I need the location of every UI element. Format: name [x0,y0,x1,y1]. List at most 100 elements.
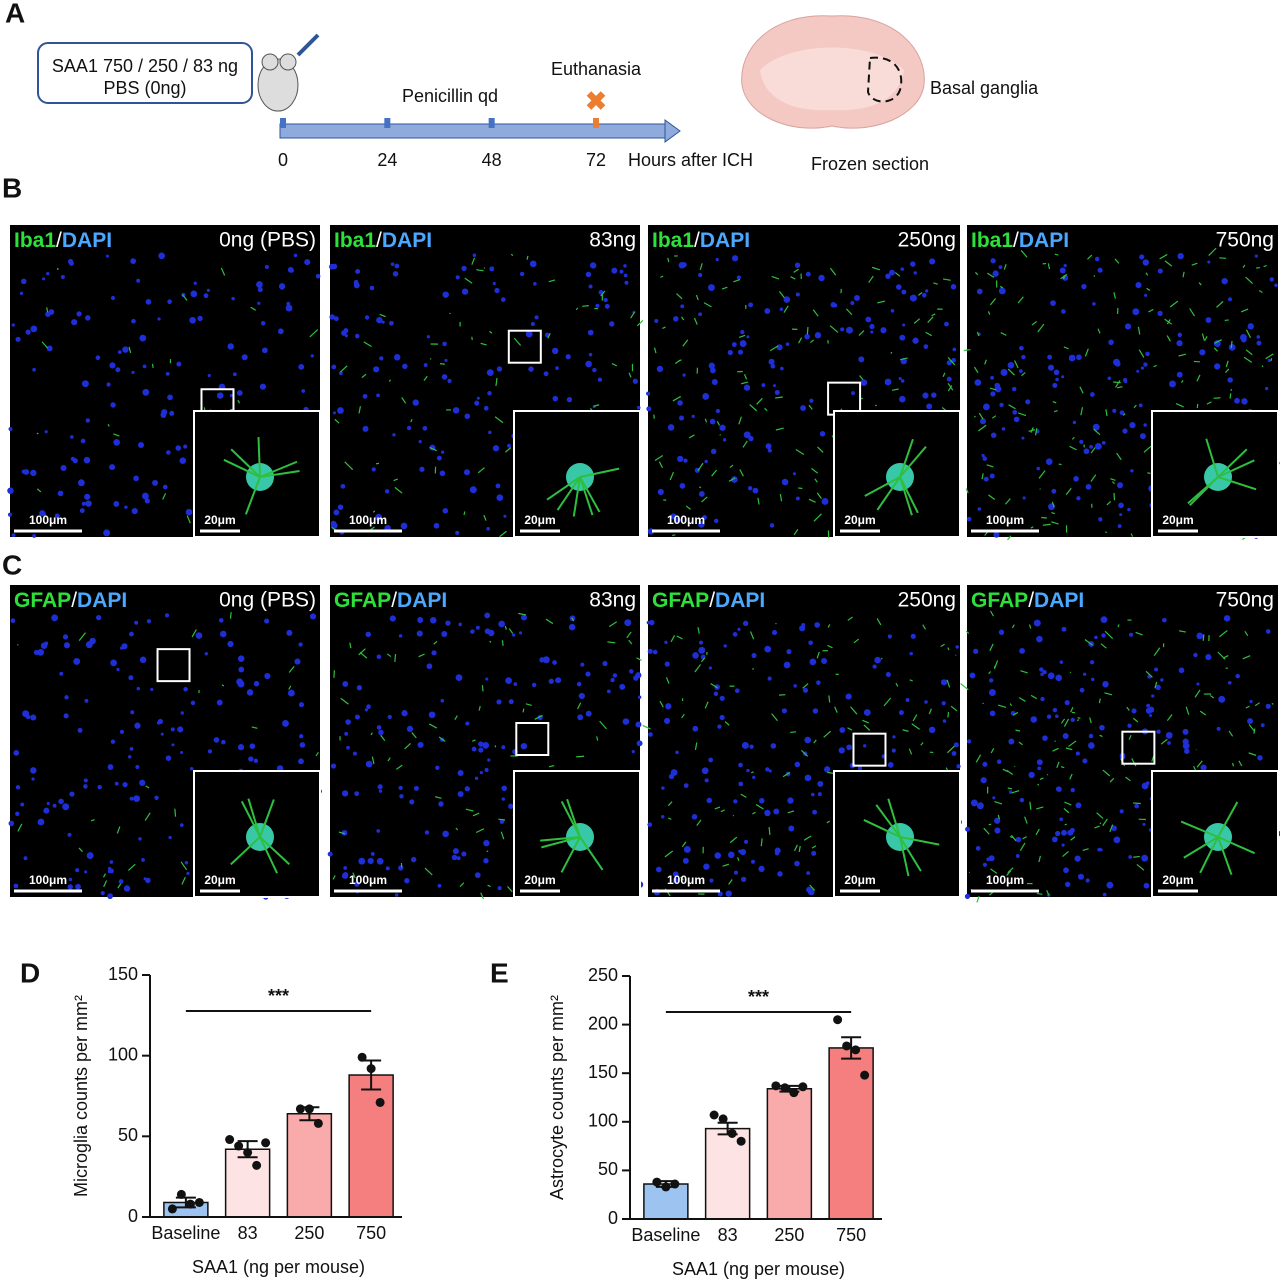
nucleus [698,491,705,497]
process [1007,368,1015,376]
process [798,845,801,853]
nucleus [259,383,267,390]
process [672,395,682,402]
nucleus [585,710,592,717]
process [859,375,864,381]
process [783,305,789,313]
nucleus [96,614,102,621]
nucleus [141,492,149,500]
nucleus [439,470,446,477]
nucleus [794,262,801,268]
nucleus [142,364,147,369]
nucleus [345,719,351,725]
nucleus [390,262,395,266]
nucleus [704,459,708,464]
nucleus [722,438,727,442]
nucleus [287,266,294,273]
nucleus [1099,724,1105,731]
nucleus [1234,397,1240,404]
process [1263,265,1267,268]
process [682,339,689,347]
counterstain-label: DAPI [715,589,765,612]
nucleus [344,731,349,736]
nucleus [330,763,337,769]
nucleus [277,328,284,335]
nucleus [1193,652,1198,658]
process [1063,807,1070,814]
process [1051,521,1059,525]
process [339,365,348,373]
process [349,642,352,649]
nucleus [804,774,812,782]
process [475,828,485,834]
nucleus [776,344,783,351]
process [752,811,756,815]
process [411,732,417,739]
nucleus [170,727,175,732]
process [534,714,543,720]
process [1012,711,1019,716]
nucleus [79,508,85,514]
nucleus [773,808,780,815]
nucleus [794,860,800,867]
process [988,823,992,826]
process [874,404,877,407]
process [1056,761,1060,769]
panel-label: B [2,172,22,203]
nucleus [748,435,754,442]
process [41,341,49,349]
nucleus [417,741,424,748]
nucleus [858,356,865,363]
data-point [652,1177,662,1187]
process [1216,300,1224,308]
inset-process [1180,820,1219,838]
process [1018,697,1026,702]
nucleus [610,677,615,683]
nucleus [402,363,408,370]
nucleus [777,871,783,877]
nucleus [739,849,747,856]
nucleus [769,523,775,528]
nucleus [157,718,164,725]
counterstain-label: DAPI [700,229,750,252]
nucleus [496,366,503,372]
nucleus [294,658,301,665]
nucleus [364,315,370,320]
nucleus [1061,843,1065,847]
process [963,348,971,352]
process [429,446,437,452]
nucleus [869,323,875,330]
nucleus [342,681,349,687]
nucleus [1144,293,1148,297]
nucleus [675,517,681,523]
nucleus [742,620,749,627]
process [942,278,951,281]
roi-box [156,648,191,683]
nucleus [1196,682,1200,686]
nucleus [839,727,846,733]
nucleus [80,438,86,444]
nucleus [410,856,417,863]
nucleus [887,634,893,639]
y-tick-label: 50 [598,1159,618,1179]
nucleus [733,799,738,804]
data-point [234,1141,244,1151]
nucleus [710,448,717,455]
nucleus [940,679,948,686]
nucleus [186,871,190,876]
process [798,337,803,344]
nucleus [994,827,1001,834]
nucleus [585,271,592,278]
nucleus [1088,742,1095,749]
process [1191,262,1198,266]
nucleus [501,797,505,801]
nucleus [168,835,172,840]
nucleus [890,308,895,313]
nucleus [602,660,608,667]
nucleus [529,260,537,268]
process [1248,724,1256,733]
process [1113,381,1121,384]
process [989,298,997,306]
